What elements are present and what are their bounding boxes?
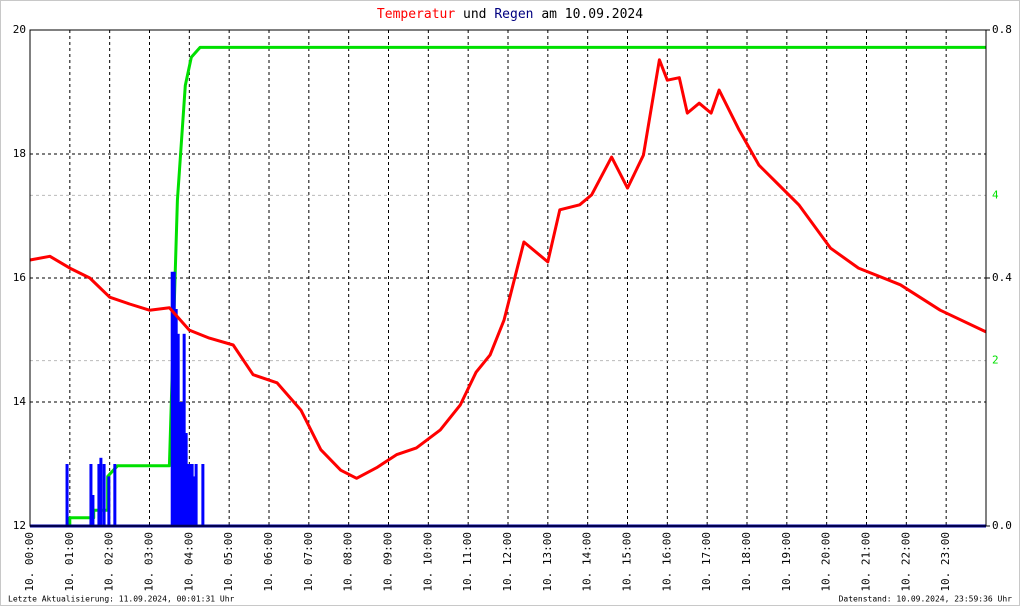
rain-bar bbox=[174, 309, 178, 526]
x-tick-label: 10. 11:00 bbox=[461, 532, 474, 592]
rain-bar bbox=[194, 464, 198, 526]
x-tick-label: 10. 06:00 bbox=[262, 532, 275, 592]
x-tick-label: 10. 10:00 bbox=[421, 532, 434, 592]
rain-bar bbox=[97, 464, 101, 526]
rain-bar bbox=[188, 464, 192, 526]
y2-tick-label: 0.8 bbox=[992, 23, 1012, 36]
rain-bar bbox=[172, 271, 176, 526]
rain-bar bbox=[107, 476, 111, 526]
rain-bar bbox=[190, 464, 194, 526]
rain-bar bbox=[65, 464, 69, 526]
series-line bbox=[29, 58, 987, 480]
y-tick-label: 12 bbox=[13, 519, 26, 532]
rain-bar bbox=[113, 464, 117, 526]
x-tick-label: 10. 21:00 bbox=[860, 532, 873, 592]
y3-tick-label: 4 bbox=[992, 188, 999, 201]
x-tick-label: 10. 19:00 bbox=[780, 532, 793, 592]
x-tick-label: 10. 07:00 bbox=[302, 532, 315, 592]
x-tick-label: 10. 08:00 bbox=[342, 532, 355, 592]
rain-bar bbox=[182, 333, 186, 526]
y3-tick-label: 2 bbox=[992, 354, 999, 367]
title-part: am 10.09.2024 bbox=[541, 7, 643, 22]
rain-bar bbox=[99, 457, 103, 526]
rain-bar bbox=[176, 333, 180, 526]
x-tick-label: 10. 20:00 bbox=[820, 532, 833, 592]
rain-bar bbox=[178, 402, 182, 526]
x-tick-label: 10. 01:00 bbox=[63, 532, 76, 592]
x-tick-label: 10. 03:00 bbox=[143, 532, 156, 592]
y-tick-label: 14 bbox=[13, 395, 27, 408]
series-line bbox=[30, 45, 986, 528]
y-tick-label: 16 bbox=[13, 271, 26, 284]
x-tick-label: 10. 02:00 bbox=[103, 532, 116, 592]
x-tick-label: 10. 13:00 bbox=[541, 532, 554, 592]
x-tick-label: 10. 09:00 bbox=[382, 532, 395, 592]
chart-title: Temperatur und Regen am 10.09.2024 bbox=[377, 7, 643, 22]
rain-bar bbox=[170, 271, 174, 526]
x-tick-label: 10. 05:00 bbox=[222, 532, 235, 592]
title-part: und bbox=[463, 7, 486, 22]
rain-bar bbox=[186, 464, 190, 526]
x-tick-label: 10. 15:00 bbox=[621, 532, 634, 592]
y-tick-label: 18 bbox=[13, 147, 26, 160]
y2-tick-label: 0.4 bbox=[992, 271, 1012, 284]
rain-bar bbox=[91, 495, 95, 526]
title-part: Temperatur bbox=[377, 7, 455, 22]
x-tick-label: 10. 17:00 bbox=[700, 532, 713, 592]
plot-frame bbox=[29, 29, 987, 527]
x-tick-label: 10. 18:00 bbox=[740, 532, 753, 592]
rain-bar bbox=[192, 476, 196, 526]
rain-bar bbox=[180, 402, 184, 526]
title-part: Regen bbox=[494, 7, 533, 22]
x-tick-label: 10. 14:00 bbox=[581, 532, 594, 592]
footer-right: Datenstand: 10.09.2024, 23:59:36 Uhr bbox=[839, 595, 1013, 604]
y-tick-label: 20 bbox=[13, 23, 26, 36]
footer-left: Letzte Aktualisierung: 11.09.2024, 00:01… bbox=[8, 595, 235, 604]
x-tick-label: 10. 23:00 bbox=[939, 532, 952, 592]
x-tick-label: 10. 04:00 bbox=[182, 532, 195, 592]
rain-bar bbox=[102, 464, 106, 526]
rain-bar bbox=[201, 464, 205, 526]
rain-bar bbox=[184, 433, 188, 526]
x-tick-label: 10. 00:00 bbox=[23, 532, 36, 592]
x-tick-label: 10. 16:00 bbox=[660, 532, 673, 592]
x-tick-label: 10. 22:00 bbox=[899, 532, 912, 592]
y2-tick-label: 0.0 bbox=[992, 519, 1012, 532]
rain-bar bbox=[89, 464, 93, 526]
x-tick-label: 10. 12:00 bbox=[501, 532, 514, 592]
